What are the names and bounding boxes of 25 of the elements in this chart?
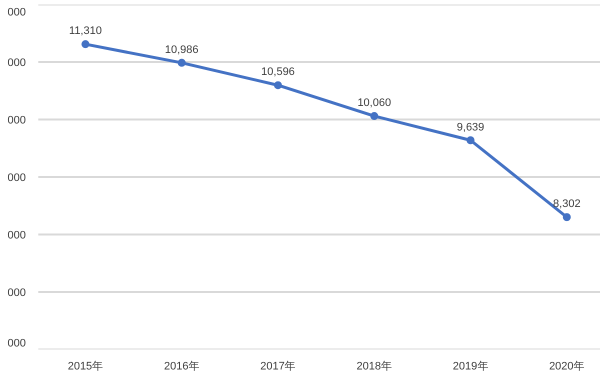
text: 000	[8, 338, 26, 350]
data-label: 11,310	[69, 25, 102, 38]
data-label: 8,302	[553, 198, 581, 210]
x-tick-label: 2018年	[356, 360, 392, 372]
x-tick-label: 2020年	[549, 360, 585, 372]
point	[370, 112, 378, 120]
point	[466, 136, 475, 144]
text: 000	[8, 6, 26, 18]
text: 000	[8, 57, 26, 69]
data-label: 10,986	[164, 44, 199, 56]
data-label: 10,060	[357, 97, 392, 110]
data-label: 9,639	[456, 121, 484, 134]
text: 000	[8, 172, 26, 184]
point	[562, 213, 571, 222]
text: 000	[8, 287, 26, 299]
text: 000	[8, 230, 26, 242]
x-tick-label: 2016年	[164, 360, 200, 372]
text: 000	[8, 114, 26, 126]
data-label: 10,596	[261, 66, 295, 78]
x-tick-label: 2017年	[260, 360, 296, 372]
point	[274, 81, 282, 90]
x-tick-label: 2015年	[68, 360, 104, 372]
point	[81, 40, 90, 48]
x-tick-label: 2019年	[452, 360, 488, 372]
point	[178, 58, 186, 67]
